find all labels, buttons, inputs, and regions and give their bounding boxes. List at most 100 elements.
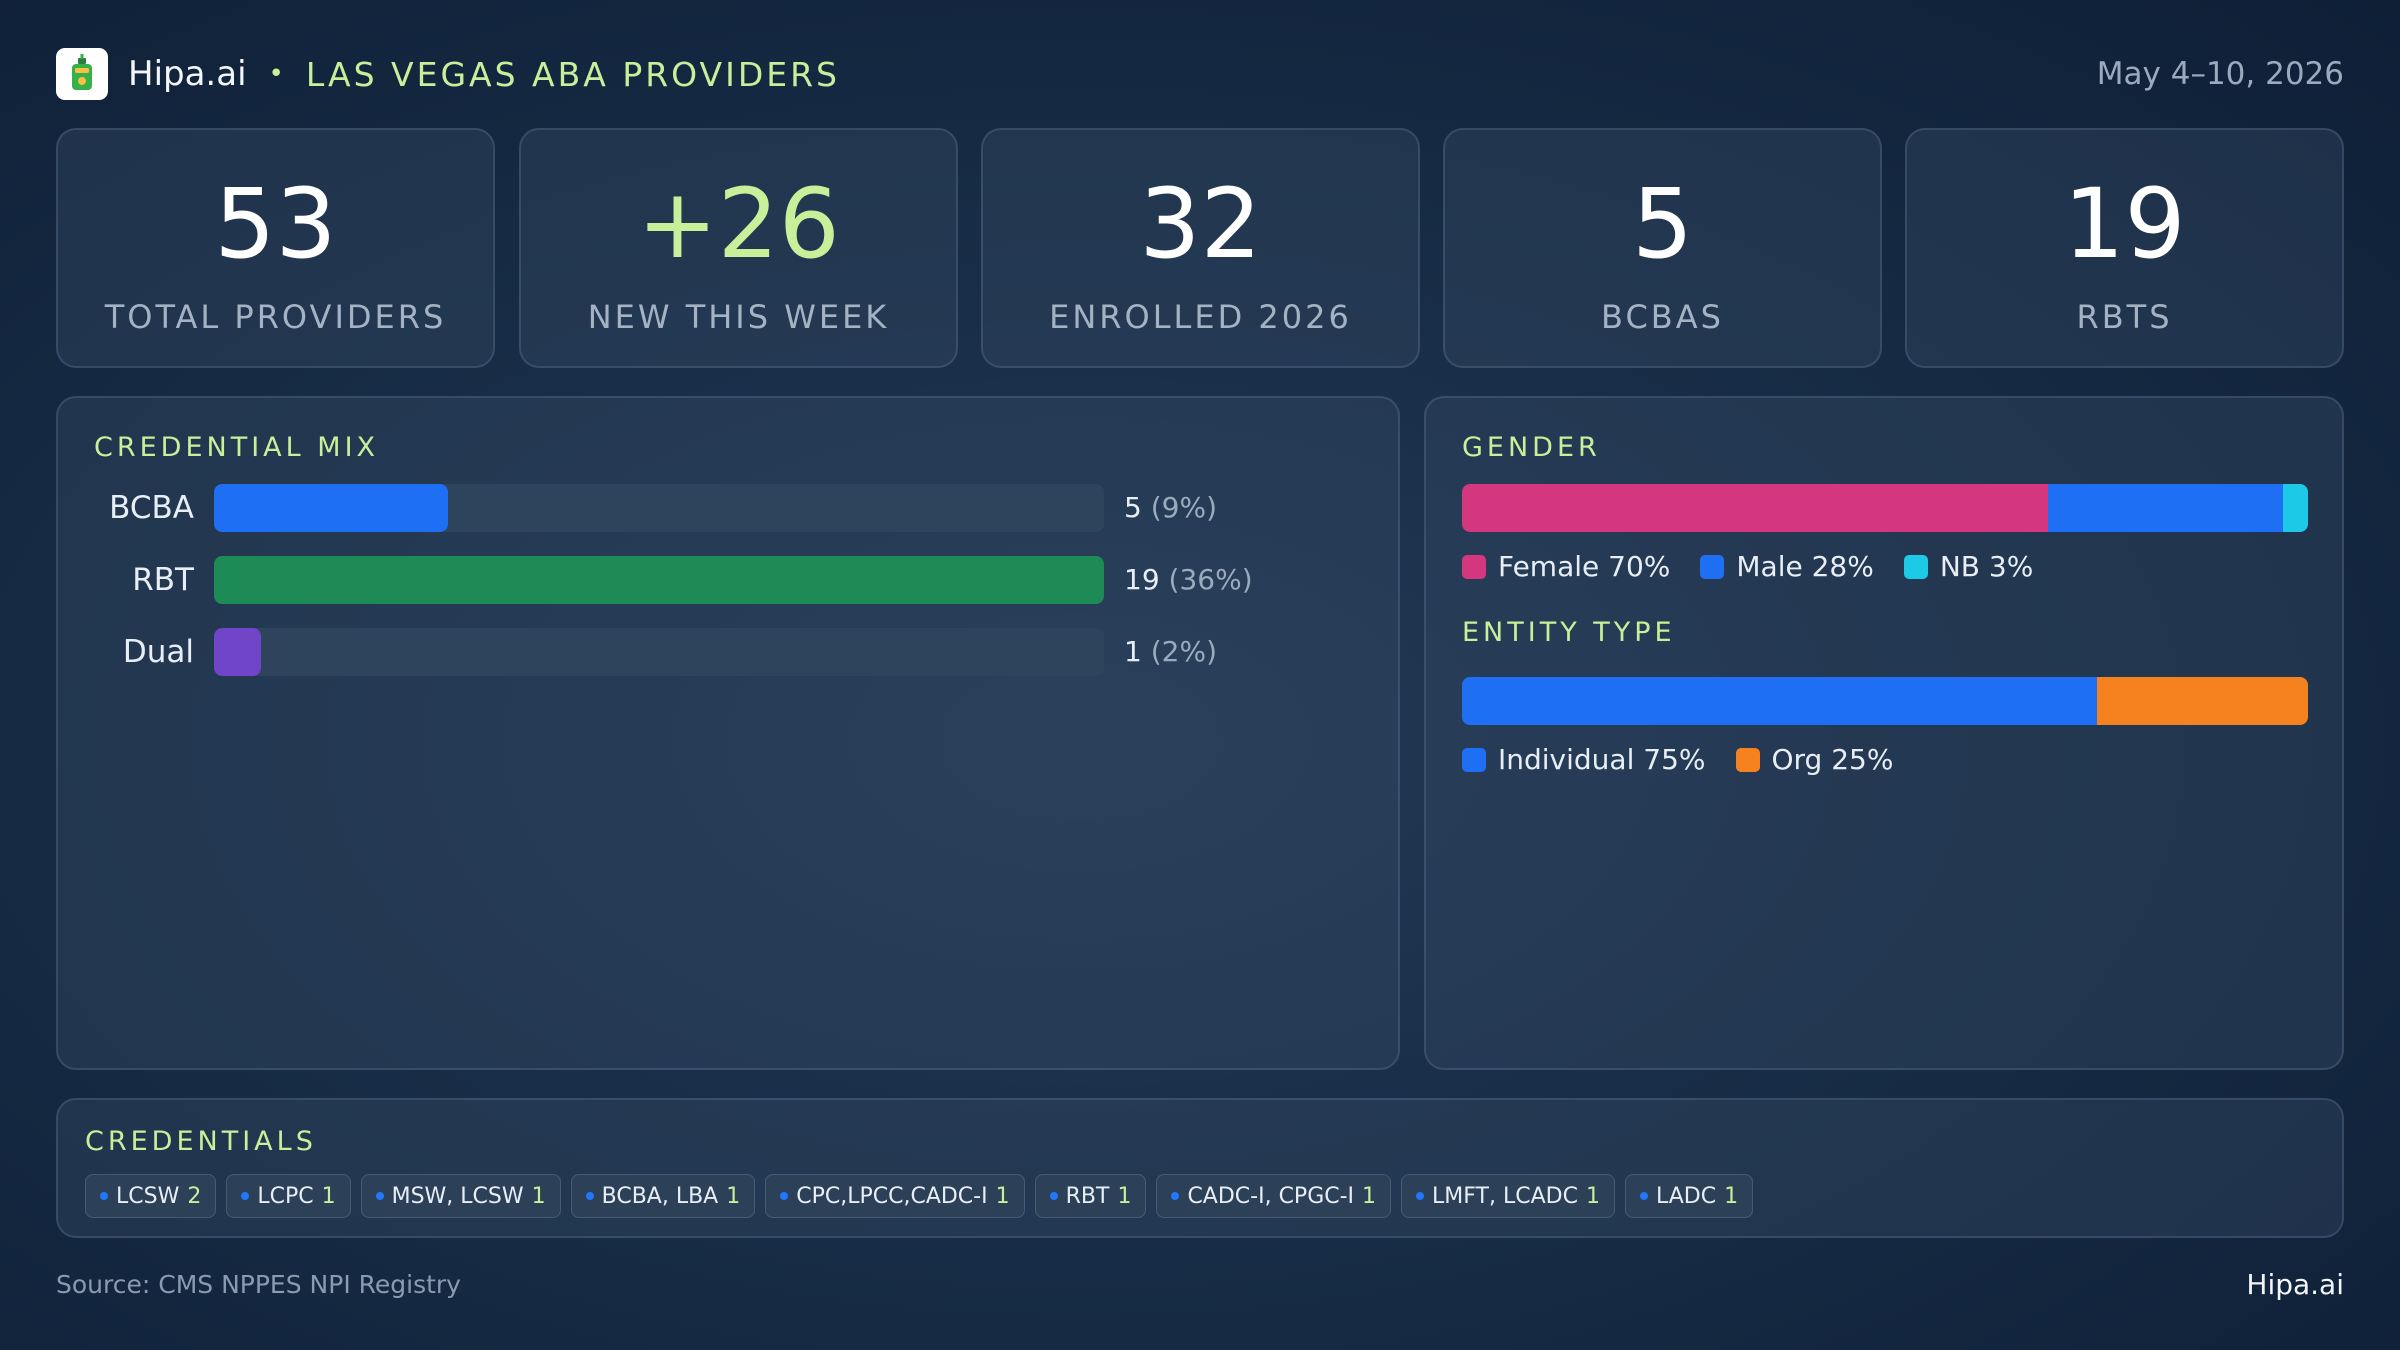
- chip-label: CADC-I, CPGC-I: [1187, 1183, 1355, 1209]
- chip-dot-icon: [1171, 1192, 1180, 1200]
- bar-label: BCBA: [109, 490, 194, 526]
- bar: [214, 484, 449, 532]
- footer-brand: Hipa.ai: [2246, 1268, 2344, 1301]
- chip-label: LCSW: [116, 1183, 180, 1209]
- legend-item-female: Female 70%: [1462, 550, 1670, 583]
- credential-chip: RBT 1: [1034, 1174, 1147, 1218]
- stat-card-rbts: 19 RBTS: [1905, 128, 2344, 368]
- gender-title: GENDER: [1462, 432, 1601, 463]
- chip-label: CPC,LPCC,CADC-I: [796, 1183, 988, 1209]
- stack-segment-male: [2048, 484, 2283, 532]
- credential-chip: LADC 1: [1624, 1174, 1754, 1218]
- chip-dot-icon: [375, 1192, 384, 1200]
- credential-mix-panel: CREDENTIAL MIX BCBA 5 (9%) RBT 19 (36%) Dual…: [56, 396, 1400, 1070]
- separator-dot: •: [268, 59, 284, 89]
- stat-label: BCBAS: [1601, 298, 1724, 336]
- credentials-panel: CREDENTIALS LCSW 2 LCPC 1 MSW, LCSW 1 BCBA, LB…: [56, 1098, 2344, 1238]
- bar: [214, 628, 261, 676]
- credential-chip: CADC-I, CPGC-I 1: [1156, 1174, 1392, 1218]
- stat-card-enrolled-2026: 32 ENROLLED 2026: [981, 128, 1420, 368]
- stat-card-total-providers: 53 TOTAL PROVIDERS: [56, 128, 495, 368]
- bar-label: RBT: [132, 562, 194, 598]
- bar-value-label: 1 (2%): [1124, 628, 1217, 676]
- entity-type-stacked-bar: [1462, 677, 2308, 725]
- stat-label: TOTAL PROVIDERS: [104, 298, 447, 336]
- legend-item-nb: NB 3%: [1903, 550, 2033, 583]
- bar-value: 5: [1124, 491, 1151, 524]
- chip-dot-icon: [1639, 1192, 1648, 1200]
- chip-count: 1: [995, 1183, 1010, 1209]
- credential-chip: MSW, LCSW 1: [360, 1174, 561, 1218]
- stat-value: 32: [1139, 168, 1262, 280]
- entity-type-title: ENTITY TYPE: [1462, 617, 1676, 648]
- bar-value: 1: [1124, 635, 1151, 668]
- stat-label: RBTS: [2076, 298, 2173, 336]
- legend-swatch: [1462, 747, 1486, 772]
- chip-count: 1: [726, 1183, 741, 1209]
- demographics-panel: GENDER Female 70% Male 28% NB 3% ENTITY TY…: [1424, 396, 2344, 1070]
- chip-count: 1: [1362, 1183, 1377, 1209]
- legend-swatch: [1462, 554, 1486, 579]
- entity-type-legend: Individual 75% Org 25%: [1462, 743, 1923, 776]
- stack-segment-org: [2096, 677, 2308, 725]
- brand-name: Hipa.ai: [128, 54, 247, 94]
- stat-value: 53: [214, 168, 337, 280]
- chip-dot-icon: [241, 1192, 250, 1200]
- chip-dot-icon: [1416, 1192, 1425, 1200]
- chip-label: BCBA, LBA: [601, 1183, 719, 1209]
- credential-mix-chart: BCBA 5 (9%) RBT 19 (36%) Dual 1 (2%): [58, 484, 1398, 704]
- chip-count: 1: [1117, 1183, 1132, 1209]
- chip-count: 2: [187, 1183, 202, 1209]
- chip-dot-icon: [100, 1192, 108, 1200]
- stack-segment-female: [1462, 484, 2049, 532]
- bar-row-dual: Dual 1 (2%): [58, 628, 1398, 676]
- legend-label: Individual 75%: [1498, 743, 1706, 776]
- bar-value: 19: [1124, 563, 1169, 596]
- chip-dot-icon: [1049, 1192, 1058, 1200]
- bar-percent: (9%): [1150, 491, 1217, 524]
- credential-chip: LCPC 1: [226, 1174, 351, 1218]
- credential-chip-list: LCSW 2 LCPC 1 MSW, LCSW 1 BCBA, LBA 1 CPC,LPCC,C…: [85, 1174, 1763, 1218]
- chip-count: 1: [321, 1183, 336, 1209]
- legend-swatch: [1903, 554, 1928, 579]
- chip-label: LMFT, LCADC: [1432, 1183, 1578, 1209]
- bar-label: Dual: [122, 634, 194, 670]
- stat-value: 19: [2063, 168, 2186, 280]
- legend-item-individual: Individual 75%: [1462, 743, 1706, 776]
- bar-value-label: 5 (9%): [1124, 484, 1217, 532]
- credential-chip: LCSW 2: [85, 1174, 217, 1218]
- chip-dot-icon: [780, 1192, 789, 1200]
- stat-card-bcbas: 5 BCBAS: [1443, 128, 1882, 368]
- chip-dot-icon: [585, 1192, 594, 1200]
- brand-logo-icon: [56, 48, 108, 100]
- stack-segment-individual: [1462, 677, 2097, 725]
- stack-segment-nb: [2282, 484, 2308, 532]
- stat-label: NEW THIS WEEK: [587, 298, 890, 336]
- chip-label: LCPC: [257, 1183, 314, 1209]
- chip-count: 1: [1585, 1183, 1600, 1209]
- date-range: May 4–10, 2026: [2096, 56, 2344, 92]
- bar-track: [214, 556, 1104, 604]
- bar: [214, 556, 1104, 604]
- chip-label: RBT: [1065, 1183, 1110, 1209]
- bar-track: [214, 484, 1104, 532]
- stat-value: +26: [637, 168, 840, 280]
- gender-stacked-bar: [1462, 484, 2308, 532]
- legend-label: Org 25%: [1771, 743, 1894, 776]
- chip-label: LADC: [1655, 1183, 1717, 1209]
- header: Hipa.ai • LAS VEGAS ABA PROVIDERS May 4–…: [56, 46, 2344, 102]
- credential-chip: LMFT, LCADC 1: [1401, 1174, 1615, 1218]
- credentials-title: CREDENTIALS: [85, 1126, 317, 1157]
- legend-label: Male 28%: [1736, 550, 1874, 583]
- bar-percent: (36%): [1168, 563, 1253, 596]
- stat-label: ENROLLED 2026: [1049, 298, 1352, 336]
- chip-count: 1: [1724, 1183, 1739, 1209]
- chip-label: MSW, LCSW: [391, 1183, 524, 1209]
- bar-track: [214, 628, 1104, 676]
- legend-item-org: Org 25%: [1735, 743, 1894, 776]
- bar-percent: (2%): [1150, 635, 1217, 668]
- legend-swatch: [1735, 747, 1760, 772]
- gender-legend: Female 70% Male 28% NB 3%: [1462, 550, 2063, 583]
- legend-label: Female 70%: [1498, 550, 1671, 583]
- stat-card-new-this-week: +26 NEW THIS WEEK: [519, 128, 958, 368]
